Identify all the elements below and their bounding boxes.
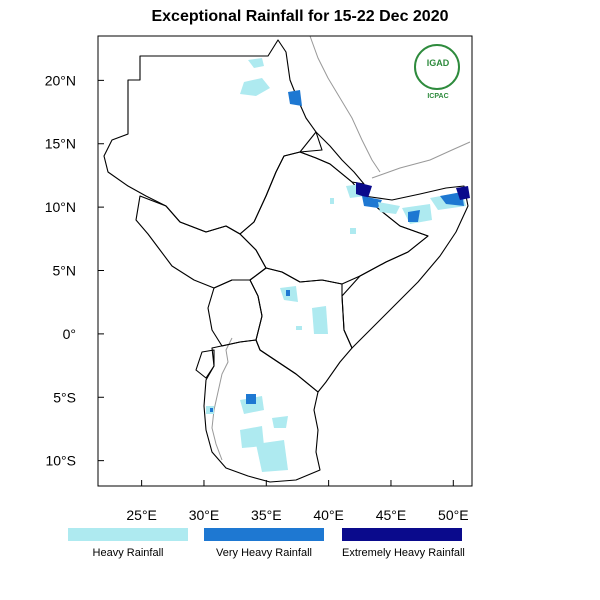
x-tick-label: 45°E [376,507,407,523]
logo-name: IGAD [426,58,450,68]
x-tick-label: 40°E [313,507,344,523]
y-tick-label: 5°N [53,263,77,279]
rainfall-patch [350,228,356,234]
tanzania-region [203,339,321,483]
rainfall-patch [296,326,302,330]
legend-swatch [342,528,462,541]
igad-logo: IGAD ICPAC [412,44,464,104]
rainfall-patch [312,306,328,334]
x-tick-label: 50°E [438,507,469,523]
legend-item-extremely-heavy: Extremely Heavy Rainfall [342,528,465,559]
map-frame [97,35,473,487]
west-lake-line [211,337,233,461]
map-title: Exceptional Rainfall for 15-22 Dec 2020 [151,8,449,25]
rainfall-patch [240,78,270,96]
y-tick-label: 10°S [45,453,76,469]
legend-label: Very Heavy Rainfall [216,547,312,559]
rainfall-patch [246,394,256,404]
ethiopia-region [239,151,429,285]
south-sudan-region [135,195,267,289]
x-tick-label: 25°E [126,507,157,523]
logo-subtitle: ICPAC [427,93,449,100]
arabia-coast-line [371,141,471,179]
somalia-region [341,185,469,349]
rainfall-patch [248,58,264,68]
rainfall-patch [240,426,264,448]
y-tick-label: 10°N [45,199,76,215]
rainfall-patch [440,192,464,206]
red-sea-coast-line [309,35,381,173]
rainfall-patch [256,440,288,472]
y-tick-label: 5°S [53,389,76,405]
rainfall-patch [456,186,470,200]
rainfall-patch [288,90,302,106]
rainfall-patch [272,416,288,428]
uganda-region [207,279,263,347]
rwanda-burundi-region [195,349,215,379]
x-tick-label: 30°E [189,507,220,523]
legend-label: Extremely Heavy Rainfall [342,547,465,559]
sudan-region [103,39,323,235]
legend-swatch [68,528,188,541]
y-tick-label: 0° [63,326,76,342]
logo-emblem-icon [414,44,460,90]
legend-item-heavy: Heavy Rainfall [68,528,188,559]
x-tick-label: 35°E [251,507,282,523]
legend-item-very-heavy: Very Heavy Rainfall [204,528,324,559]
y-tick-label: 15°N [45,136,76,152]
rainfall-patch [210,408,213,412]
rainfall-patch [330,198,334,204]
rainfall-patch [408,210,420,222]
legend-label: Heavy Rainfall [92,547,164,559]
rainfall-patch [286,290,290,296]
rainfall-patches [206,58,470,472]
eritrea-region [299,131,365,185]
rainfall-patch [362,196,382,208]
legend-swatch [204,528,324,541]
y-tick-label: 20°N [45,72,76,88]
rainfall-patch [378,202,400,214]
rainfall-patch [356,182,372,198]
